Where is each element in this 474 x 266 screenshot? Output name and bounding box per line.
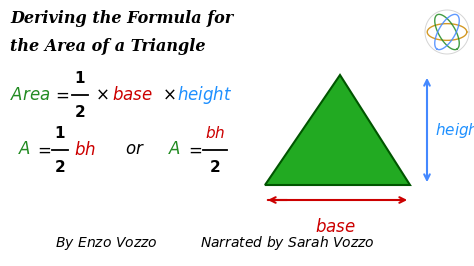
Text: $\times$: $\times$ xyxy=(95,86,109,104)
Text: $\mathbf{2}$: $\mathbf{2}$ xyxy=(55,159,66,175)
Text: $\mathit{By\ Enzo\ Vozzo}$: $\mathit{By\ Enzo\ Vozzo}$ xyxy=(55,235,157,251)
Text: Deriving the Formula for: Deriving the Formula for xyxy=(10,10,233,27)
Text: the Area of a Triangle: the Area of a Triangle xyxy=(10,38,206,55)
Text: $\mathit{or}$: $\mathit{or}$ xyxy=(125,142,145,159)
Text: $=$: $=$ xyxy=(34,141,51,159)
Text: $\mathit{A}$: $\mathit{A}$ xyxy=(168,142,181,159)
Text: $=$: $=$ xyxy=(52,86,69,104)
Text: $\mathit{height}$: $\mathit{height}$ xyxy=(435,120,474,139)
Text: $\mathit{bh}$: $\mathit{bh}$ xyxy=(74,141,96,159)
Text: $\mathbf{1}$: $\mathbf{1}$ xyxy=(74,70,86,86)
Text: $\mathit{bh}$: $\mathit{bh}$ xyxy=(205,125,225,141)
Polygon shape xyxy=(265,75,410,185)
Text: $\mathbf{1}$: $\mathbf{1}$ xyxy=(54,125,66,141)
Text: $\mathit{Narrated\ by\ Sarah\ Vozzo}$: $\mathit{Narrated\ by\ Sarah\ Vozzo}$ xyxy=(200,234,375,252)
Text: $\mathbf{2}$: $\mathbf{2}$ xyxy=(74,104,86,120)
Text: $\mathbf{2}$: $\mathbf{2}$ xyxy=(210,159,221,175)
Text: $\mathit{A}$: $\mathit{A}$ xyxy=(18,142,31,159)
Text: $\mathit{Area}$: $\mathit{Area}$ xyxy=(10,86,50,103)
Text: $\mathit{height}$: $\mathit{height}$ xyxy=(177,84,233,106)
Text: $\times$: $\times$ xyxy=(162,86,176,104)
Text: $=$: $=$ xyxy=(185,141,202,159)
Text: $\mathit{base}$: $\mathit{base}$ xyxy=(112,86,153,104)
Text: $\mathit{base}$: $\mathit{base}$ xyxy=(315,218,356,236)
